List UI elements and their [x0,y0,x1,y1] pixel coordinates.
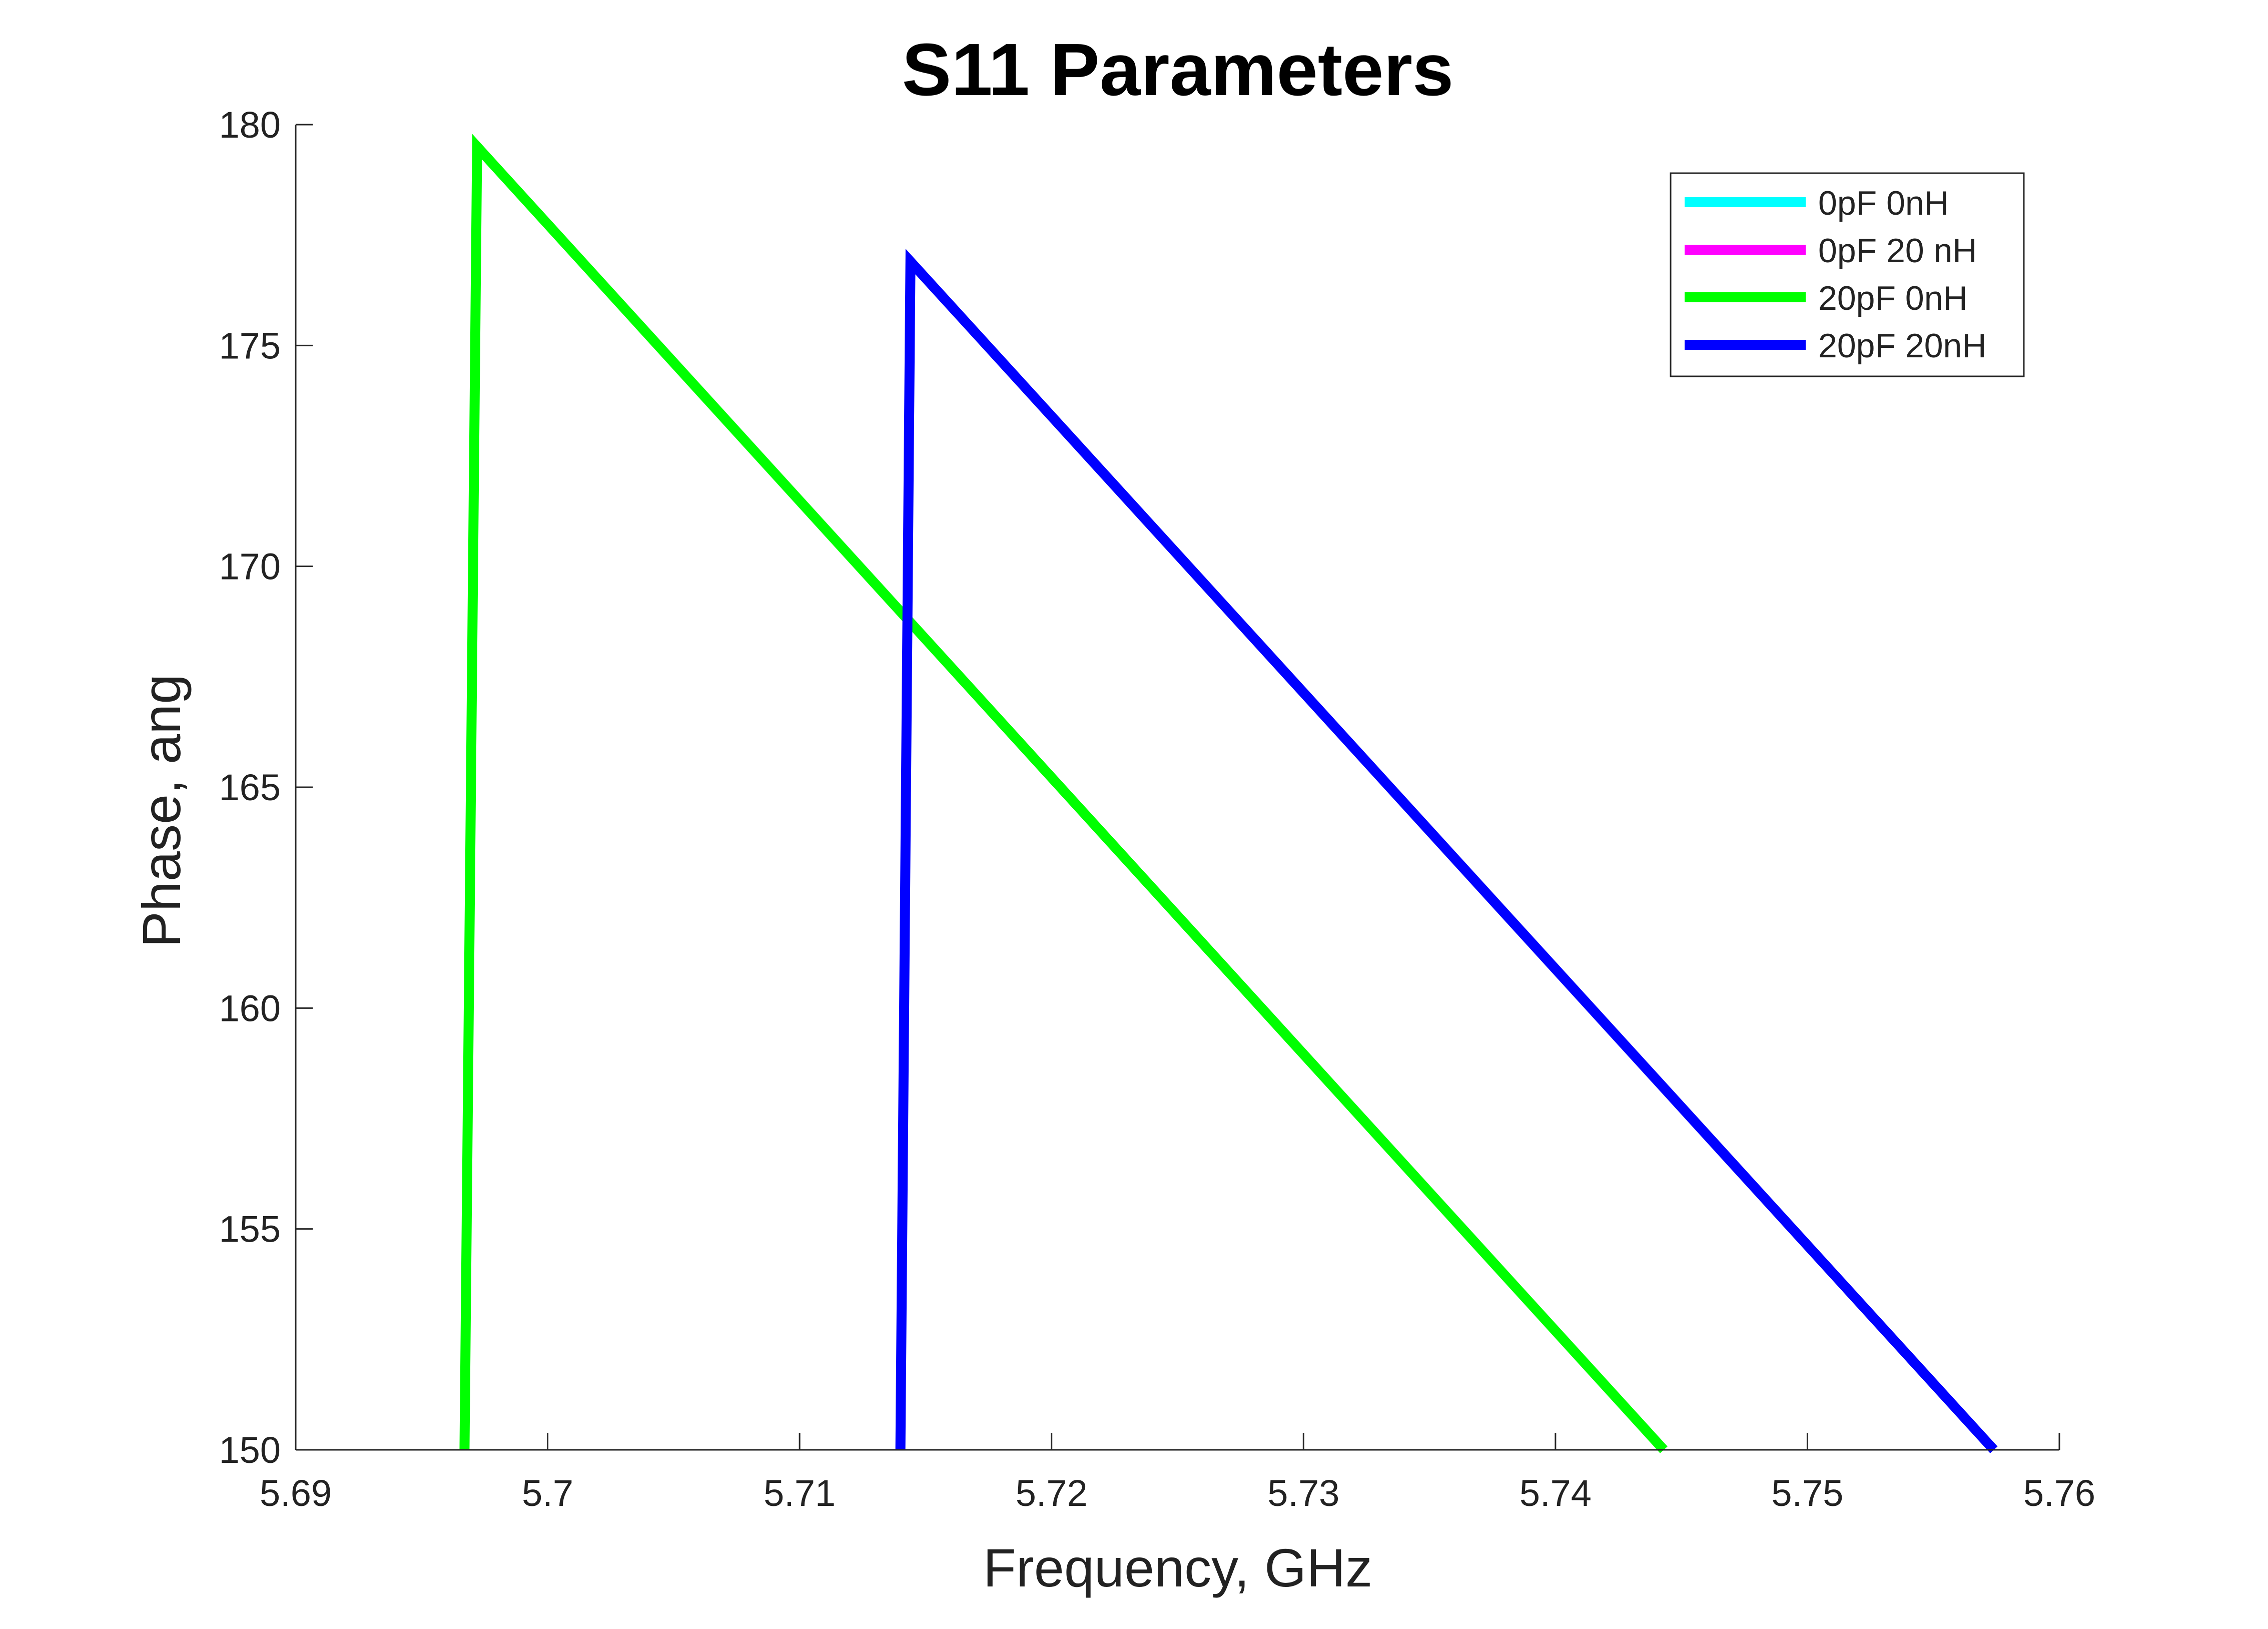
x-tick-label: 5.75 [1771,1472,1843,1514]
y-tick-label: 170 [219,546,281,588]
x-tick-label: 5.7 [522,1472,573,1514]
y-tick-label: 180 [219,104,281,146]
y-tick-label: 150 [219,1429,281,1471]
x-tick-label: 5.69 [260,1472,332,1514]
plot-series [459,134,1998,1453]
x-axis-label: Frequency, GHz [983,1537,1372,1598]
axes: 5.69 5.7 5.71 5.72 5.73 5.74 5.75 5.76 150 155 160… [219,104,2095,1514]
x-tick-label: 5.72 [1016,1472,1088,1514]
chart-title: S11 Parameters [902,29,1454,111]
y-tick-label: 155 [219,1209,281,1250]
legend: 0pF 0nH 0pF 20 nH 20pF 0nH 20pF 20nH [1670,172,2025,377]
y-axis-label: Phase, ang [131,674,192,947]
legend-label-2: 20pF 0nH [1818,279,1968,317]
x-tick-label: 5.76 [2023,1472,2095,1514]
legend-label-0: 0pF 0nH [1818,184,1949,222]
y-tick-label: 175 [219,325,281,366]
series-line-2 [459,134,1668,1453]
x-tick-label: 5.74 [1520,1472,1592,1514]
legend-label-1: 0pF 20 nH [1818,232,1977,270]
series-line-3 [895,249,1998,1453]
x-tick-label: 5.71 [764,1472,836,1514]
legend-label-3: 20pF 20nH [1818,327,1986,365]
y-tick-label: 160 [219,987,281,1029]
x-tick-label: 5.73 [1267,1472,1339,1514]
y-tick-label: 165 [219,767,281,808]
